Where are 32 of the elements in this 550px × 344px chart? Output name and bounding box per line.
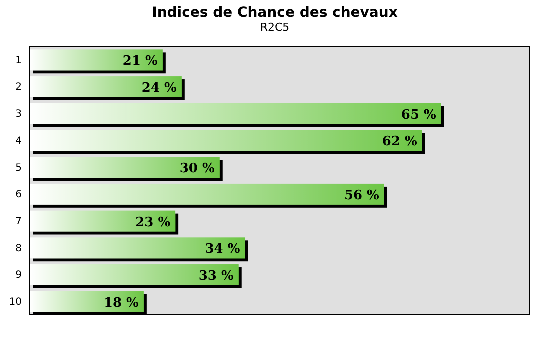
data-label: 34 % bbox=[205, 242, 241, 258]
y-tick-label: 4 bbox=[16, 136, 22, 147]
bar bbox=[30, 291, 144, 312]
y-tick-label: 7 bbox=[16, 216, 22, 228]
data-label: 30 % bbox=[180, 162, 216, 177]
bar bbox=[30, 130, 422, 152]
data-label: 18 % bbox=[104, 296, 140, 311]
bar bbox=[30, 157, 220, 178]
data-label: 62 % bbox=[382, 134, 418, 150]
y-tick-label: 1 bbox=[16, 55, 22, 66]
y-tick-label: 10 bbox=[9, 297, 22, 308]
y-tick-label: 6 bbox=[16, 190, 22, 201]
bar bbox=[30, 103, 442, 124]
data-label: 65 % bbox=[401, 108, 438, 123]
bar bbox=[30, 184, 384, 205]
y-tick-label: 9 bbox=[16, 270, 22, 282]
bar bbox=[30, 50, 163, 71]
data-label: 33 % bbox=[198, 268, 234, 284]
y-tick-label: 2 bbox=[16, 82, 22, 94]
data-label: 24 % bbox=[142, 81, 178, 96]
y-tick-label: 5 bbox=[16, 162, 22, 174]
data-label: 23 % bbox=[136, 215, 172, 230]
bar bbox=[30, 264, 239, 286]
y-tick-label: 3 bbox=[16, 109, 22, 120]
bar bbox=[30, 76, 182, 98]
y-tick-label: 8 bbox=[16, 243, 22, 254]
data-label: 21 % bbox=[122, 54, 159, 70]
chart-subtitle: R2C5 bbox=[260, 21, 290, 34]
bar bbox=[30, 238, 246, 259]
data-label: 56 % bbox=[344, 188, 380, 204]
bar bbox=[30, 210, 176, 232]
chart-title: Indices de Chance des chevaux bbox=[152, 5, 398, 21]
